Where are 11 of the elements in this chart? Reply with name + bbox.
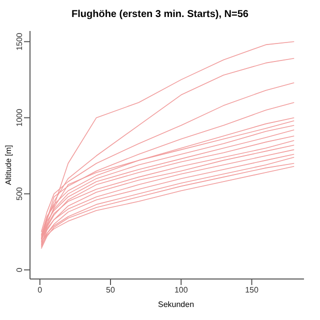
y-tick-label: 1500 (14, 32, 24, 51)
y-tick-label: 1000 (14, 108, 24, 127)
y-tick-label: 0 (14, 267, 24, 272)
x-tick-label: 50 (106, 286, 116, 295)
chart-title: Flughöhe (ersten 3 min. Starts), N=56 (70, 9, 250, 20)
y-tick-label: 500 (14, 186, 24, 200)
x-tick-label: 0 (38, 286, 43, 295)
y-axis-title: Altitude [m] (4, 144, 13, 185)
x-tick-label: 150 (245, 286, 259, 295)
x-tick-label: 100 (174, 286, 188, 295)
x-axis-title: Sekunden (156, 300, 196, 309)
